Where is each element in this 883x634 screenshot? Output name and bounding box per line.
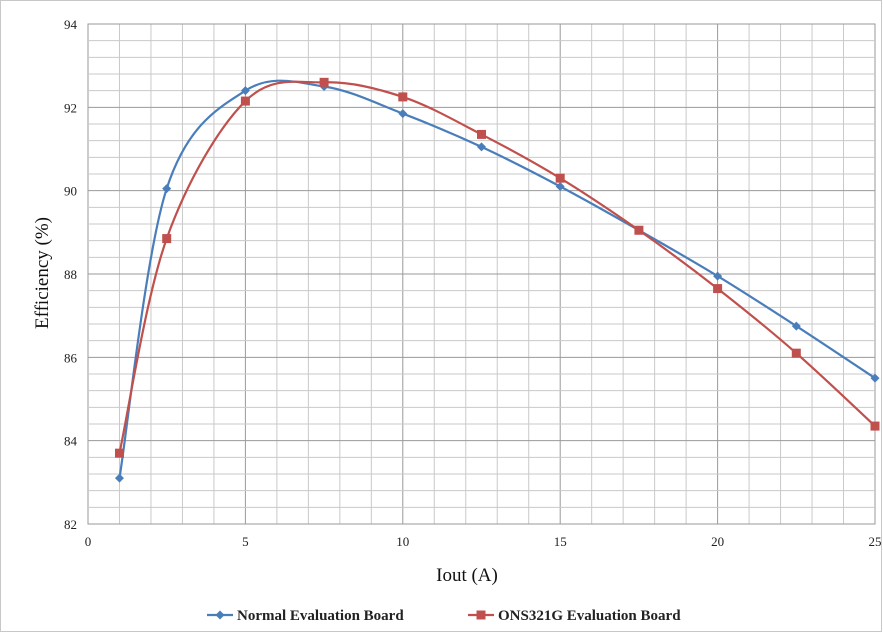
- data-point: [870, 373, 880, 383]
- data-point: [240, 86, 250, 96]
- legend-label: ONS321G Evaluation Board: [498, 608, 681, 624]
- legend-label: Normal Evaluation Board: [237, 608, 404, 624]
- tick-labels: 0 5 10 15 20 25 82 84 86 88 90 92 94: [64, 17, 882, 549]
- data-point: [791, 348, 801, 358]
- data-point: [477, 142, 486, 152]
- data-point: [713, 284, 723, 294]
- y-tick-label: 90: [64, 184, 77, 199]
- data-point: [634, 225, 644, 235]
- data-point: [791, 321, 801, 331]
- y-tick-label: 92: [64, 100, 77, 115]
- data-point: [398, 92, 408, 102]
- data-point: [319, 77, 329, 87]
- grid: [87, 23, 876, 525]
- data-point: [555, 173, 565, 183]
- x-tick-label: 20: [711, 534, 724, 549]
- series-2: [114, 77, 880, 458]
- x-tick-label: 10: [396, 534, 409, 549]
- data-point: [870, 421, 880, 431]
- x-tick-label: 0: [85, 534, 92, 549]
- series-1: [114, 79, 880, 483]
- data-point: [240, 96, 250, 106]
- x-tick-label: 5: [242, 534, 249, 549]
- legend: Normal Evaluation Board ONS321G Evaluatio…: [207, 608, 681, 624]
- y-tick-label: 82: [64, 517, 77, 532]
- legend-marker: [215, 610, 225, 620]
- x-tick-label: 25: [869, 534, 882, 549]
- data-point: [713, 271, 723, 281]
- x-tick-label: 15: [554, 534, 567, 549]
- y-tick-label: 88: [64, 267, 77, 282]
- y-tick-label: 86: [64, 350, 78, 365]
- series-lines: [114, 77, 880, 483]
- x-axis-title: Iout (A): [436, 565, 498, 586]
- series-line: [118, 80, 876, 454]
- data-point: [114, 448, 124, 458]
- data-point: [162, 184, 172, 194]
- data-point: [555, 182, 565, 191]
- data-point: [114, 473, 124, 483]
- y-tick-label: 94: [64, 17, 78, 32]
- data-point: [162, 234, 172, 244]
- data-point: [398, 109, 408, 119]
- series-line: [118, 79, 876, 479]
- data-point: [477, 129, 486, 139]
- legend-marker: [476, 610, 486, 620]
- y-tick-label: 84: [64, 434, 78, 449]
- y-axis-title: Efficiency (%): [32, 217, 53, 329]
